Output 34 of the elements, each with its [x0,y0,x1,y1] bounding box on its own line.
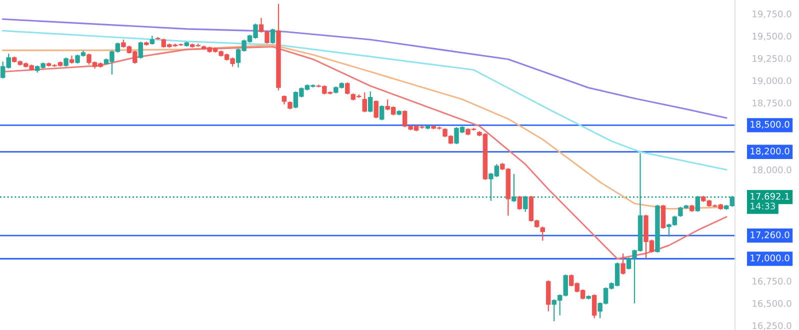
line-series [2,18,728,119]
y-tick-label: 16,500.0 [752,300,792,308]
y-tick-label: 19,250.0 [752,55,792,63]
candlestick [374,100,378,119]
y-tick-label: 19,500.0 [752,32,792,41]
ref-line-label: 17,692.1 [750,192,790,201]
candlestick [379,104,384,121]
candlestick [517,195,522,210]
text: 14:33 [750,202,775,210]
ref-line-label: 17,260.0 [750,231,790,240]
line-series [2,46,728,260]
candlestick [362,92,367,113]
candlestick [695,195,700,212]
candlestick [592,294,597,319]
candlestick [512,173,516,202]
ref-line-label: 17,000.0 [750,254,790,262]
candlestick [546,280,551,312]
candlestick [368,90,373,113]
y-tick-label: 19,000.0 [752,77,792,86]
y-tick-label: 16,250.0 [752,322,792,330]
y-tick-label: 18,750.0 [752,100,792,108]
candlestick [270,28,276,44]
candlestick [660,204,666,230]
candlestick [345,82,350,95]
ref-line-label: 18,200.0 [750,148,790,156]
y-tick-label: 18,000.0 [752,166,792,174]
y-tick-label: 19,750.0 [752,10,792,18]
y-tick-label: 16,750.0 [752,278,792,286]
candlestick [620,253,626,276]
candlestick [138,41,144,60]
line-series [2,30,728,170]
ref-line-label: 18,500.0 [750,120,790,129]
candlestick [523,195,528,212]
candlestick [540,226,545,242]
